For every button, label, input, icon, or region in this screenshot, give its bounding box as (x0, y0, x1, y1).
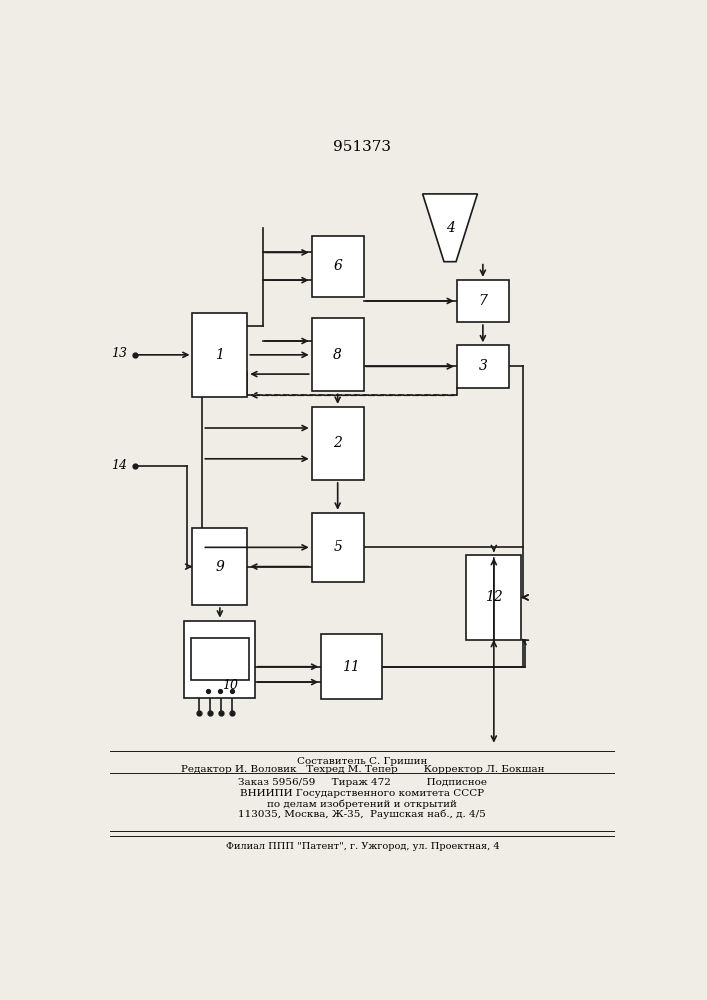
Bar (192, 528, 247, 605)
Text: Составитель С. Гришин: Составитель С. Гришин (297, 757, 428, 766)
Text: 13: 13 (111, 347, 127, 360)
Text: Заказ 5956/59     Тираж 472           Подписное: Заказ 5956/59 Тираж 472 Подписное (238, 778, 487, 787)
Text: 113035, Москва, Ж-35,  Раушская наб., д. 4/5: 113035, Москва, Ж-35, Раушская наб., д. … (238, 810, 486, 819)
Text: 10: 10 (222, 679, 238, 692)
Text: 4: 4 (445, 221, 455, 235)
Bar (312, 318, 363, 391)
Text: 3: 3 (479, 359, 487, 373)
Bar (191, 638, 249, 680)
Text: 1: 1 (216, 348, 224, 362)
Text: 14: 14 (111, 459, 127, 472)
Bar (312, 513, 363, 582)
Text: 951373: 951373 (333, 140, 392, 154)
Text: Редактор И. Воловик   Техред М. Тепер        Корректор Л. Бокшан: Редактор И. Воловик Техред М. Тепер Корр… (180, 765, 544, 774)
Text: 6: 6 (333, 259, 342, 273)
Bar (457, 345, 509, 388)
Bar (312, 407, 363, 480)
Bar (321, 634, 382, 699)
Text: по делам изобретений и открытий: по делам изобретений и открытий (267, 799, 457, 809)
Text: ВНИИПИ Государственного комитета СССР: ВНИИПИ Государственного комитета СССР (240, 789, 484, 798)
Bar (185, 620, 255, 698)
Text: 9: 9 (216, 560, 224, 574)
Text: 5: 5 (333, 540, 342, 554)
Bar (467, 555, 521, 640)
Polygon shape (423, 194, 477, 262)
Text: 11: 11 (342, 660, 361, 674)
Text: 2: 2 (333, 436, 342, 450)
Bar (192, 312, 247, 397)
Text: 12: 12 (485, 590, 503, 604)
Text: Филиал ППП "Патент", г. Ужгород, ул. Проектная, 4: Филиал ППП "Патент", г. Ужгород, ул. Про… (226, 842, 499, 851)
Text: 8: 8 (333, 348, 342, 362)
Text: 7: 7 (479, 294, 487, 308)
Bar (312, 235, 363, 297)
Bar (457, 280, 509, 322)
